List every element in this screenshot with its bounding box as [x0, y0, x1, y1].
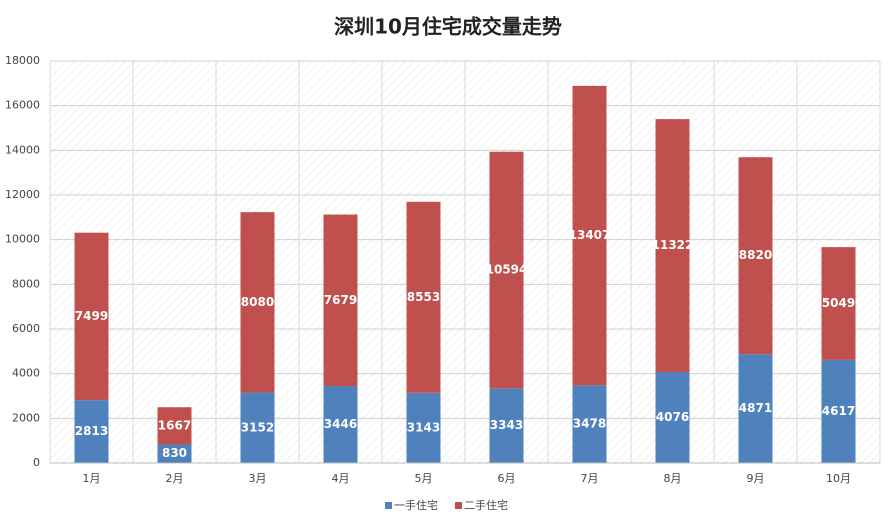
- y-tick-label: 14000: [5, 143, 40, 156]
- bar-segment: [240, 212, 275, 393]
- data-label: 7679: [324, 293, 357, 307]
- data-label: 3343: [490, 418, 523, 432]
- data-label: 8080: [241, 295, 274, 309]
- bar-segment: [323, 214, 358, 387]
- x-tick-label: 4月: [332, 472, 350, 485]
- x-tick-label: 5月: [415, 472, 433, 485]
- data-label: 4076: [656, 410, 689, 424]
- y-tick-label: 18000: [5, 54, 40, 67]
- bar-segment: [655, 119, 690, 372]
- data-label: 7499: [75, 309, 108, 323]
- legend-swatch: [385, 502, 392, 509]
- bar-segment: [821, 359, 856, 463]
- data-label: 11322: [652, 238, 694, 252]
- data-label: 10594: [486, 263, 528, 277]
- bar-segment: [821, 247, 856, 360]
- x-tick-label: 1月: [83, 472, 101, 485]
- legend-label: 二手住宅: [464, 498, 508, 512]
- bar-segment: [406, 392, 441, 463]
- data-label: 13407: [569, 228, 611, 242]
- bar-segment: [406, 201, 441, 393]
- bar-segment: [738, 157, 773, 355]
- x-tick-label: 10月: [826, 472, 851, 485]
- bar-segment: [74, 232, 109, 401]
- bar-segment: [74, 400, 109, 463]
- data-label: 4871: [739, 401, 772, 415]
- bar-segment: [157, 407, 192, 445]
- x-tick-label: 7月: [581, 472, 599, 485]
- bar-segment: [572, 85, 607, 386]
- data-label: 3143: [407, 420, 440, 434]
- data-label: 830: [162, 446, 187, 460]
- legend-label: 一手住宅: [394, 498, 438, 512]
- data-label: 8820: [739, 248, 772, 262]
- x-tick-label: 2月: [166, 472, 184, 485]
- data-label: 4617: [822, 404, 855, 418]
- legend-swatch: [455, 502, 462, 509]
- x-tick-label: 9月: [747, 472, 765, 485]
- x-tick-label: 3月: [249, 472, 267, 485]
- y-tick-label: 2000: [12, 411, 40, 424]
- bar-segment: [572, 385, 607, 463]
- bar-segment: [323, 386, 358, 463]
- data-label: 8553: [407, 290, 440, 304]
- bar-segment: [489, 388, 524, 463]
- y-tick-label: 10000: [5, 233, 40, 246]
- data-label: 2813: [75, 424, 108, 438]
- data-label: 3152: [241, 420, 274, 434]
- bar-segment: [240, 392, 275, 463]
- data-label: 3446: [324, 417, 357, 431]
- bar-segment: [738, 354, 773, 463]
- y-tick-label: 12000: [5, 188, 40, 201]
- bar-segment: [489, 151, 524, 389]
- y-tick-label: 16000: [5, 99, 40, 112]
- chart-title: 深圳10月住宅成交量走势: [334, 15, 562, 39]
- data-label: 1667: [158, 418, 191, 432]
- y-tick-label: 8000: [12, 277, 40, 290]
- y-tick-label: 4000: [12, 367, 40, 380]
- x-tick-label: 6月: [498, 472, 516, 485]
- bar-segment: [655, 371, 690, 463]
- y-tick-label: 0: [33, 456, 40, 469]
- data-label: 3478: [573, 417, 606, 431]
- data-label: 5049: [822, 296, 855, 310]
- bar-segment: [157, 444, 192, 463]
- y-tick-label: 6000: [12, 322, 40, 335]
- x-tick-label: 8月: [664, 472, 682, 485]
